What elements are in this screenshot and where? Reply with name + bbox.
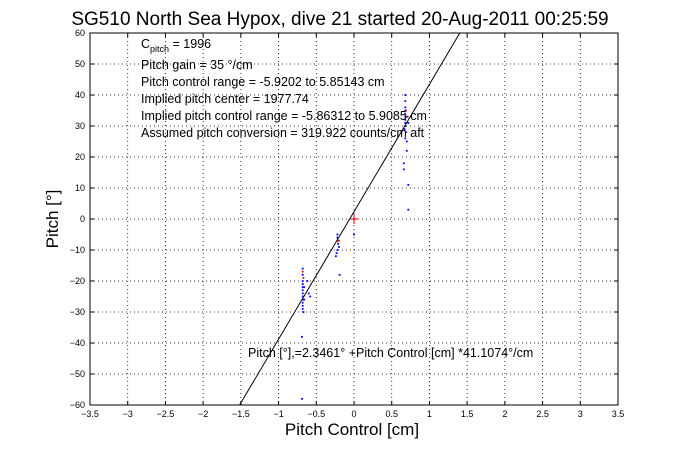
y-tick-label: 20 <box>75 152 85 162</box>
data-point <box>301 295 304 298</box>
chart-title: SG510 North Sea Hypox, dive 21 started 2… <box>71 9 608 30</box>
y-tick-label: −60 <box>70 400 85 410</box>
data-point <box>405 140 408 143</box>
y-tick-label: −30 <box>70 307 85 317</box>
data-point <box>404 115 407 118</box>
data-point <box>301 280 304 282</box>
data-point <box>301 335 303 338</box>
data-point <box>301 270 304 273</box>
data-point <box>353 233 355 236</box>
data-point <box>404 122 407 124</box>
data-points <box>301 94 410 400</box>
data-point <box>334 255 337 258</box>
y-tick-label: −20 <box>70 276 85 286</box>
y-tick-label: 60 <box>75 28 85 38</box>
data-point <box>302 311 305 313</box>
data-point <box>301 301 304 304</box>
annotation-control-range: Pitch control range = -5.9202 to 5.85143… <box>141 75 385 89</box>
data-point <box>301 273 304 276</box>
x-tick-label: 3 <box>578 409 583 419</box>
y-tick-label: −40 <box>70 338 85 348</box>
x-tick-label: 2.5 <box>536 409 549 419</box>
y-tick-label: 0 <box>80 214 85 224</box>
data-point <box>404 94 407 96</box>
data-point <box>301 308 304 310</box>
y-tick-label: −10 <box>70 245 85 255</box>
data-point <box>307 292 310 295</box>
data-point <box>407 122 410 124</box>
data-point <box>301 286 304 289</box>
y-tick-label: 30 <box>75 121 85 131</box>
c-pitch-subscript: pitch <box>150 44 169 54</box>
x-tick-label: −3 <box>123 409 133 419</box>
data-point <box>301 304 304 307</box>
y-tick-label: 40 <box>75 90 85 100</box>
c-pitch-value: = 1996 <box>169 37 211 51</box>
x-tick-label: 3.5 <box>612 409 625 419</box>
data-point <box>404 106 407 109</box>
x-tick-label: 1.5 <box>461 409 474 419</box>
x-tick-label: 0 <box>351 409 356 419</box>
x-tick-label: 2 <box>502 409 507 419</box>
data-point <box>303 298 306 301</box>
x-tick-label: 1 <box>427 409 432 419</box>
annotation-conversion: Assumed pitch conversion = 319.922 count… <box>141 126 425 140</box>
data-point <box>338 246 340 248</box>
data-point <box>405 149 408 152</box>
y-tick-label: 50 <box>75 59 85 69</box>
axes-frame <box>89 32 619 406</box>
data-point <box>301 267 304 270</box>
data-point <box>405 109 407 112</box>
annotation-fit-equation: Pitch [°],=2.3461° +Pitch Control [cm] *… <box>248 346 533 360</box>
data-point <box>336 233 339 236</box>
x-tick-label: −2 <box>198 409 208 419</box>
fit-line <box>239 32 461 406</box>
data-point <box>407 184 410 186</box>
data-point <box>336 236 339 239</box>
data-point <box>336 249 339 251</box>
ticks: −3.5 −3 −2.5 −2 −1.5 −1 −0.5 0 0.5 1 1.5 2 2.5 3 3.5 −6… <box>70 28 625 419</box>
data-point <box>301 289 304 292</box>
x-tick-label: −0.5 <box>307 409 325 419</box>
annotation-implied-center: Implied pitch center = 1977.74 <box>141 92 309 106</box>
data-point <box>403 128 406 130</box>
data-point <box>405 131 407 134</box>
data-point <box>404 137 407 140</box>
data-point <box>302 277 305 279</box>
data-point <box>404 100 407 103</box>
data-point <box>404 118 407 121</box>
data-point <box>407 208 410 211</box>
data-point <box>404 112 407 115</box>
data-point <box>402 162 405 165</box>
x-tick-label: −2.5 <box>157 409 175 419</box>
x-tick-label: 0.5 <box>385 409 398 419</box>
data-point <box>337 242 340 245</box>
fit-line-group <box>239 32 461 406</box>
c-pitch-prefix: C <box>141 37 150 51</box>
annotation-implied-range: Implied pitch control range = -5.86312 t… <box>141 109 427 123</box>
data-point <box>309 295 312 298</box>
y-tick-label: 10 <box>75 183 85 193</box>
data-point <box>335 252 338 254</box>
data-point <box>301 298 304 301</box>
data-point <box>306 280 309 282</box>
data-point <box>301 397 303 400</box>
annotation-c-pitch: Cpitch = 1996 <box>141 37 211 54</box>
x-tick-label: −3.5 <box>81 409 99 419</box>
data-point <box>405 115 408 118</box>
x-axis-label: Pitch Control [cm] <box>285 420 419 439</box>
x-tick-label: −1 <box>273 409 283 419</box>
data-point <box>301 292 304 295</box>
data-point <box>338 239 340 242</box>
data-point <box>402 168 405 171</box>
y-axis-label: Pitch [°] <box>43 190 62 249</box>
data-point <box>303 286 306 289</box>
annotation-pitch-gain: Pitch gain = 35 °/cm <box>141 58 253 72</box>
data-point <box>338 273 341 276</box>
data-point <box>301 283 304 285</box>
y-tick-label: −50 <box>70 369 85 379</box>
x-tick-label: −1.5 <box>232 409 250 419</box>
